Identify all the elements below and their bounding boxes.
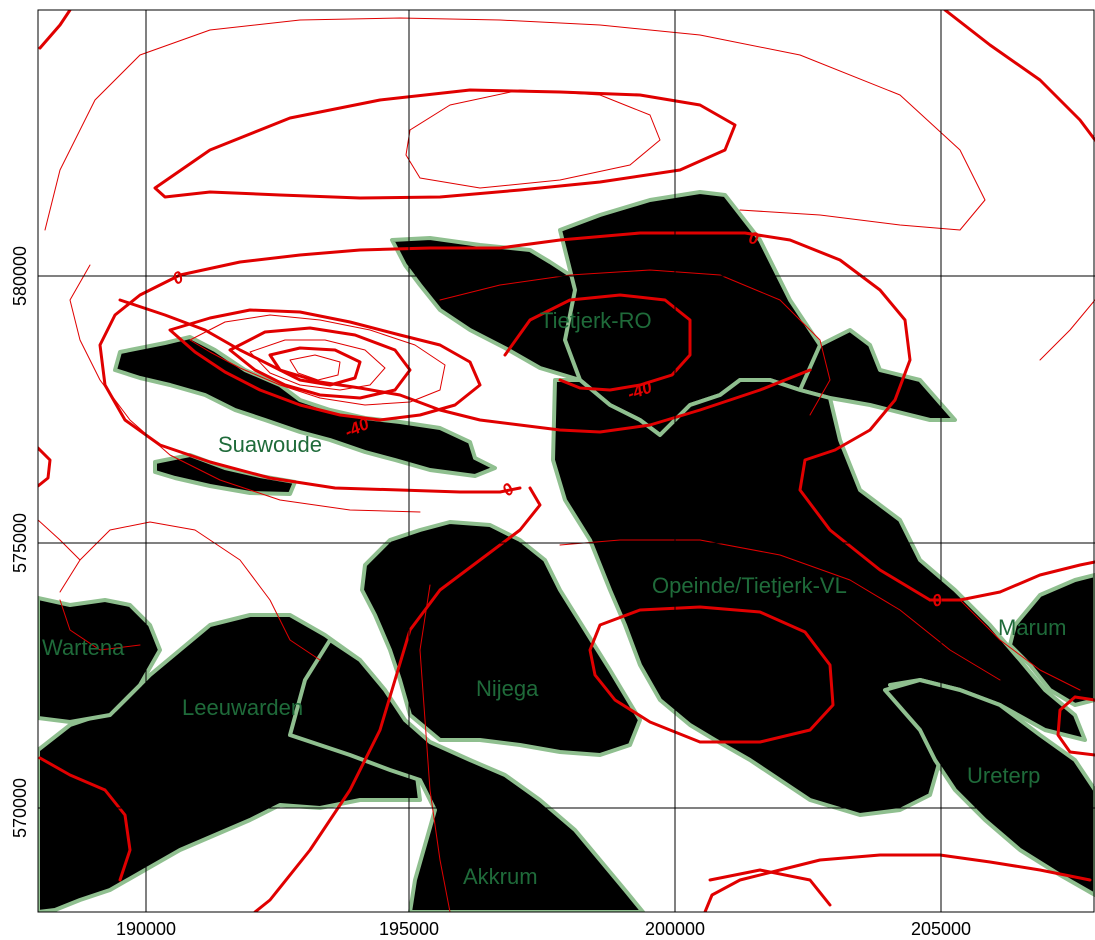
contour-line	[228, 326, 412, 400]
y-tick-label: 575000	[10, 513, 30, 573]
contour-line	[703, 853, 1092, 912]
field-label-tietjerk-ro: Tietjerk-RO	[540, 308, 652, 333]
field-label-akkrum: Akkrum	[463, 864, 538, 889]
contour-line	[708, 868, 832, 907]
field-opeinde-polygon	[551, 378, 1087, 817]
contour-line	[59, 599, 141, 651]
field-ureterp-polygon	[883, 678, 1095, 897]
field-label-leeuwarden: Leeuwarden	[182, 695, 303, 720]
y-tick-label: 570000	[10, 778, 30, 838]
contour-line	[59, 521, 321, 661]
contour-line	[503, 293, 692, 392]
contour-line	[1039, 299, 1095, 361]
contour-line	[268, 346, 362, 387]
grid	[37, 9, 1095, 913]
contour-line	[249, 339, 386, 391]
contour-line	[1056, 695, 1095, 757]
contour-line	[943, 10, 1095, 142]
x-tick-label: 195000	[379, 919, 439, 939]
x-axis: 190000 195000 200000 205000	[116, 919, 971, 939]
contour-line	[419, 584, 451, 912]
contour-line	[98, 273, 522, 494]
contour-line	[38, 519, 81, 561]
contour-line	[44, 17, 986, 231]
field-label-opeinde: Opeinde/Tietjerk-VL	[652, 573, 847, 598]
field-akkrum-polygon	[288, 638, 645, 912]
contour-line	[405, 89, 661, 189]
field-label-wartena: Wartena	[42, 635, 125, 660]
contour-line	[178, 231, 932, 602]
contour-line	[168, 308, 482, 422]
contour-line	[253, 486, 542, 912]
contour-line	[38, 10, 72, 50]
contour-line	[559, 539, 1001, 681]
contour-label: 0	[747, 228, 760, 248]
y-axis: 580000 575000 570000	[10, 246, 30, 838]
gas-field-labels: Tietjerk-RO Suawoude Opeinde/Tietjerk-VL…	[42, 308, 1066, 889]
contour-line	[38, 446, 52, 488]
contour-line	[439, 269, 831, 416]
x-tick-label: 200000	[645, 919, 705, 939]
contour-line	[588, 605, 835, 744]
map-frame	[37, 9, 1095, 913]
y-tick-label: 580000	[10, 246, 30, 306]
x-tick-label: 190000	[116, 919, 176, 939]
gas-field-polygons	[38, 190, 1095, 912]
contour-line	[189, 314, 446, 406]
contour-line	[959, 599, 1081, 691]
contour-line	[38, 756, 132, 882]
contour-lines	[38, 10, 1095, 912]
x-tick-label: 205000	[911, 919, 971, 939]
field-label-marum: Marum	[998, 615, 1066, 640]
field-label-nijega: Nijega	[476, 676, 539, 701]
contour-line	[153, 88, 737, 200]
contour-line	[289, 354, 341, 381]
contour-line	[69, 264, 421, 513]
field-wartena-polygon	[38, 596, 162, 724]
field-label-suawoude: Suawoude	[218, 432, 322, 457]
field-label-ureterp: Ureterp	[967, 763, 1040, 788]
contour-line	[928, 560, 1095, 602]
